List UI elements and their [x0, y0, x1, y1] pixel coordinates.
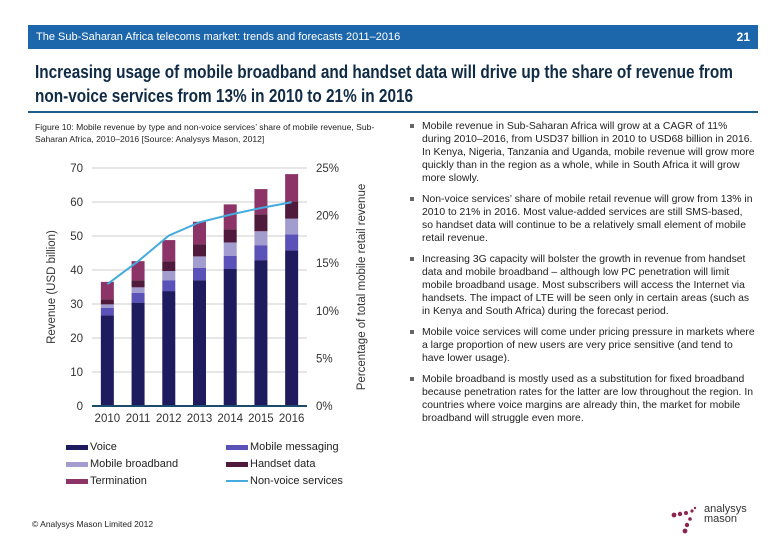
logo-text: analysys mason: [704, 503, 747, 525]
legend-swatch: [66, 461, 88, 467]
y2-tick-label: 20%: [316, 211, 339, 223]
bar-handset-data: [100, 299, 114, 305]
x-tick-label: 2016: [279, 413, 305, 425]
bar-termination: [193, 221, 206, 245]
y2-tick-label: 25%: [316, 163, 339, 175]
legend-item-voice: Voice: [66, 441, 117, 453]
bullet-item: Mobile voice services will come under pr…: [408, 326, 756, 365]
bar-handset-data: [162, 261, 176, 272]
y-tick-label: 30: [70, 299, 83, 311]
bar-voice: [131, 302, 145, 406]
y2-axis-label: Percentage of total mobile retail revenu…: [356, 184, 368, 390]
bar-mobile-broadband: [100, 304, 114, 308]
bullet-item: Mobile revenue in Sub-Saharan Africa wil…: [408, 120, 756, 185]
y2-tick-label: 15%: [316, 258, 339, 270]
bar-mobile-broadband: [131, 287, 145, 293]
y2-tick-label: 10%: [316, 306, 339, 318]
copyright: © Analysys Mason Limited 2012: [32, 519, 154, 529]
legend-label: Handset data: [250, 458, 316, 470]
bullet-item: Increasing 3G capacity will bolster the …: [408, 253, 756, 318]
legend-label: Mobile messaging: [250, 441, 339, 453]
legend-swatch: [66, 444, 88, 450]
legend-item-non-voice: Non-voice services: [226, 475, 343, 487]
y-tick-label: 10: [70, 367, 83, 379]
legend-swatch: [226, 480, 248, 483]
line-non-voice-services: [106, 201, 292, 285]
y-axis-label: Revenue (USD billion): [46, 230, 58, 344]
bar-handset-data: [193, 244, 206, 257]
bar-mobile-messaging: [100, 307, 114, 316]
logo-line1: analysys: [704, 503, 747, 515]
logo-line2: mason: [704, 513, 738, 525]
y2-tick-label: 5%: [316, 353, 333, 365]
bar-mobile-broadband: [223, 242, 237, 256]
x-tick-label: 2012: [156, 413, 182, 425]
y-tick-label: 0: [77, 401, 83, 413]
logo-dots-icon: [671, 506, 697, 534]
bar-termination: [100, 281, 114, 300]
bar-handset-data: [254, 214, 268, 232]
bar-voice: [254, 260, 268, 406]
legend-item-messaging: Mobile messaging: [226, 441, 339, 453]
bar-mobile-messaging: [223, 255, 237, 269]
bar-termination: [254, 189, 268, 215]
y-tick-label: 70: [70, 163, 83, 175]
bar-mobile-messaging: [285, 234, 299, 251]
bar-voice: [162, 291, 176, 406]
bullet-item: Mobile broadband is mostly used as a sub…: [408, 373, 756, 425]
bar-voice: [193, 280, 206, 406]
bar-mobile-messaging: [131, 292, 145, 303]
header-bar: The Sub-Saharan Africa telecoms market: …: [28, 25, 758, 49]
bar-handset-data: [131, 280, 145, 288]
legend-label: Voice: [90, 441, 117, 453]
page-title: Increasing usage of mobile broadband and…: [35, 61, 733, 106]
bar-termination: [131, 261, 145, 281]
legend-item-termination: Termination: [66, 475, 147, 487]
bar-voice: [285, 250, 299, 406]
legend-label: Non-voice services: [250, 475, 343, 487]
bar-mobile-broadband: [285, 218, 299, 235]
y-tick-label: 40: [70, 265, 83, 277]
header-title: The Sub-Saharan Africa telecoms market: …: [36, 31, 401, 43]
figure-caption: Figure 10: Mobile revenue by type and no…: [35, 122, 375, 144]
x-tick-label: 2010: [95, 413, 121, 425]
bar-mobile-messaging: [162, 280, 176, 292]
legend-label: Mobile broadband: [90, 458, 179, 470]
bullet-item: Non-voice services’ share of mobile reta…: [408, 193, 756, 245]
bar-mobile-broadband: [162, 271, 176, 281]
bar-mobile-broadband: [193, 256, 206, 268]
bar-mobile-broadband: [254, 231, 268, 246]
x-tick-label: 2014: [217, 413, 243, 425]
bar-termination: [285, 174, 299, 202]
x-tick-label: 2011: [126, 413, 151, 425]
y-tick-label: 60: [70, 197, 83, 209]
analysys-mason-logo: analysys mason: [670, 504, 747, 539]
title-divider: [28, 111, 758, 113]
page-number: 21: [736, 30, 750, 44]
legend-item-broadband: Mobile broadband: [66, 458, 178, 470]
bar-termination: [223, 204, 237, 230]
legend-swatch: [66, 478, 88, 484]
bullet-list: Mobile revenue in Sub-Saharan Africa wil…: [408, 120, 756, 433]
x-tick-label: 2013: [187, 413, 213, 425]
bar-mobile-messaging: [254, 245, 268, 261]
y2-tick-label: 0%: [316, 401, 333, 413]
legend-label: Termination: [90, 475, 147, 487]
bar-voice: [100, 315, 114, 406]
y-tick-label: 50: [70, 231, 83, 243]
y-tick-label: 20: [70, 333, 83, 345]
bar-handset-data: [285, 201, 299, 219]
legend-item-handset: Handset data: [226, 458, 315, 470]
x-tick-label: 2015: [248, 413, 274, 425]
bar-mobile-messaging: [193, 267, 206, 281]
bar-handset-data: [223, 229, 237, 243]
bar-voice: [223, 268, 237, 406]
bar-termination: [162, 240, 176, 262]
legend-swatch: [226, 461, 248, 467]
legend-swatch: [226, 444, 248, 450]
